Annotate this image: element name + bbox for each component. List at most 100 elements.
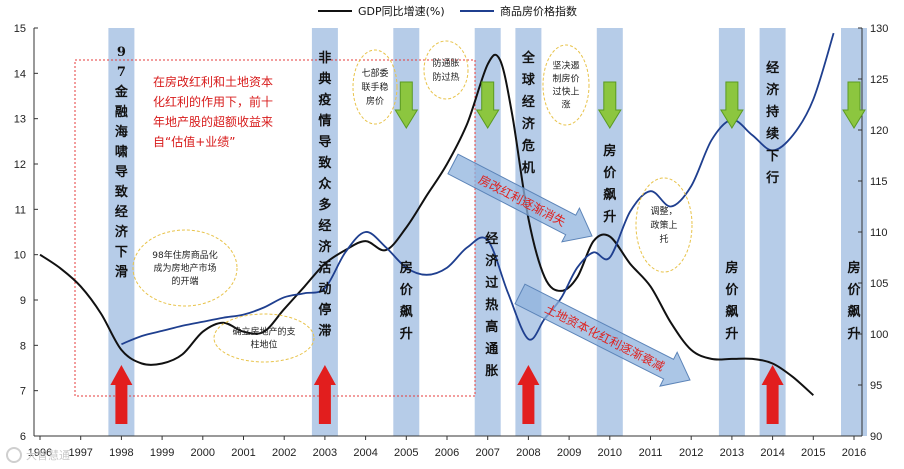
x-tick-label-16: 2012 bbox=[679, 447, 703, 459]
band-label-1-char-11: 动 bbox=[318, 282, 331, 297]
down-arrow-2016 bbox=[842, 81, 866, 129]
band-label-5-char-1: 价 bbox=[603, 166, 617, 181]
left-tick-label-9: 15 bbox=[14, 23, 26, 35]
left-tick-label-0: 6 bbox=[20, 431, 26, 443]
x-tick-label-9: 2005 bbox=[394, 447, 418, 459]
band-label-6-char-1: 价 bbox=[725, 283, 739, 298]
bubble-2009-outline bbox=[542, 44, 590, 126]
bubble-2004-line-2: 房价 bbox=[366, 95, 384, 107]
band-label-5-char-2: 飙 bbox=[603, 187, 616, 203]
band-label-8-char-1: 价 bbox=[847, 283, 861, 298]
legend-label-price: 商品房价格指数 bbox=[500, 4, 577, 18]
band-label-2-char-3: 升 bbox=[400, 326, 413, 342]
x-tick-label-1: 1997 bbox=[68, 447, 92, 459]
band-label-7-char-2: 持 bbox=[766, 104, 779, 120]
bubble-2001-line-0: 确立房地产的支 bbox=[232, 326, 295, 338]
bubble-2001-outline bbox=[213, 313, 315, 363]
axes: 6 7 8 9 10 11 12 13 14 15 90 95 100 105 110 115 120 125 13… bbox=[14, 23, 889, 459]
band-label-1-char-10: 活 bbox=[318, 260, 331, 276]
left-tick-label-1: 7 bbox=[20, 386, 26, 398]
band-label-1-char-13: 滞 bbox=[318, 323, 331, 339]
band-label-1-char-6: 众 bbox=[318, 176, 331, 192]
x-tick-label-0: 1996 bbox=[28, 447, 52, 459]
x-tick-label-10: 2006 bbox=[435, 447, 459, 459]
right-tick-label-3: 105 bbox=[870, 278, 888, 290]
legend-label-gdp: GDP同比增速(%) bbox=[358, 4, 445, 18]
bubble-2009-line-2: 过快上 bbox=[552, 86, 579, 98]
band-label-3-char-4: 高 bbox=[485, 319, 498, 335]
band-label-7: 经济持续下行 bbox=[765, 60, 780, 186]
band-label-0-char-11: 滑 bbox=[115, 264, 128, 280]
series-lines bbox=[39, 32, 835, 396]
bubble-2004-line-1: 联手稳 bbox=[361, 81, 388, 93]
band-label-1-char-2: 疫 bbox=[318, 92, 331, 108]
band-label-2-char-1: 价 bbox=[400, 283, 414, 298]
right-tick-label-5: 115 bbox=[870, 176, 888, 188]
band-label-1-char-4: 导 bbox=[318, 135, 331, 150]
up-arrow-2003 bbox=[313, 365, 336, 424]
red-box-line-1: 化红利的作用下，前十 bbox=[153, 94, 273, 109]
x-tick-label-8: 2004 bbox=[353, 447, 377, 459]
band-label-1-char-7: 多 bbox=[318, 197, 331, 213]
left-tick-label-2: 8 bbox=[20, 340, 26, 352]
band-label-4-char-1: 球 bbox=[522, 72, 536, 88]
band-label-6-char-2: 飙 bbox=[725, 304, 738, 320]
band-label-0: 9 7 金融海啸导致经济下滑 bbox=[114, 45, 129, 280]
down-arrow-2005 bbox=[394, 81, 419, 129]
band-label-6-char-3: 升 bbox=[725, 326, 738, 342]
band-label-2-char-0: 房 bbox=[400, 260, 413, 276]
band-label-0-char-6: 导 bbox=[115, 165, 128, 180]
bubble-2004-line-0: 七部委 bbox=[361, 67, 388, 79]
up-arrow-2014 bbox=[761, 365, 784, 424]
band-label-0-char-10: 下 bbox=[115, 245, 128, 260]
right-tick-label-7: 125 bbox=[870, 74, 888, 86]
arrow-1-shape bbox=[447, 153, 593, 243]
band-label-3: 经济过热高通胀 bbox=[485, 231, 499, 379]
band-label-7-char-0: 经 bbox=[766, 60, 779, 76]
bubble-2011-line-0: 调整， bbox=[650, 205, 677, 217]
band-label-4-char-2: 经 bbox=[522, 94, 535, 110]
x-tick-label-14: 2010 bbox=[598, 447, 622, 459]
band-label-3-char-3: 热 bbox=[485, 297, 498, 313]
band-label-3-char-6: 胀 bbox=[485, 364, 498, 379]
band-label-4-char-3: 济 bbox=[522, 116, 536, 132]
x-tick-label-4: 2000 bbox=[191, 447, 215, 459]
bubble-2006-line-1: 防过热 bbox=[432, 71, 459, 83]
right-tick-label-2: 100 bbox=[870, 329, 888, 341]
x-tick-label-2: 1998 bbox=[109, 447, 133, 459]
band-label-4-char-4: 危 bbox=[522, 138, 535, 154]
band-labels: 9 7 金融海啸导致经济下滑非典疫情导致众多经济活动停滞房价飙升经济过热高通胀全球经… bbox=[114, 45, 862, 379]
left-tick-label-3: 9 bbox=[20, 295, 26, 307]
band-label-1-char-9: 济 bbox=[318, 239, 332, 255]
band-label-7-char-3: 续 bbox=[766, 126, 779, 142]
x-tick-label-12: 2008 bbox=[516, 447, 540, 459]
red-box-line-2: 年地产股的超额收益来 bbox=[153, 114, 273, 129]
right-tick-label-1: 95 bbox=[870, 380, 882, 392]
band-label-4-char-0: 全 bbox=[521, 50, 536, 66]
right-tick-label-8: 130 bbox=[870, 23, 888, 35]
down-arrow-2013 bbox=[720, 81, 744, 129]
band-label-0-char-9: 济 bbox=[115, 224, 129, 240]
bubble-1998-line-1: 成为房地产市场 bbox=[153, 262, 216, 274]
x-tick-label-3: 1999 bbox=[150, 447, 174, 459]
x-tick-label-13: 2009 bbox=[557, 447, 581, 459]
x-tick-label-5: 2001 bbox=[231, 447, 255, 459]
bubble-2006-outline bbox=[423, 40, 469, 100]
band-label-7-char-1: 济 bbox=[766, 82, 780, 98]
bubble-2011-line-1: 政策上 bbox=[650, 219, 677, 231]
bubble-2011-line-2: 托 bbox=[659, 233, 668, 245]
band-label-0-char-8: 经 bbox=[115, 204, 128, 220]
band-label-8-char-3: 升 bbox=[847, 326, 860, 342]
left-tick-label-4: 10 bbox=[14, 250, 26, 262]
band-label-0-char-5: 啸 bbox=[115, 144, 128, 160]
band-label-0-char-4: 海 bbox=[115, 124, 128, 140]
bubble-2011-outline bbox=[635, 177, 693, 273]
band-label-2: 房价飙升 bbox=[400, 260, 414, 342]
x-tick-label-19: 2015 bbox=[801, 447, 825, 459]
annotation-bubbles: 98年住房商品化成为房地产市场的开端确立房地产的支柱地位七部委联手稳房价防通胀防… bbox=[132, 40, 693, 363]
gdp-growth-line bbox=[39, 53, 814, 396]
band-label-1-char-3: 情 bbox=[318, 113, 331, 129]
right-tick-label-6: 120 bbox=[870, 125, 888, 137]
